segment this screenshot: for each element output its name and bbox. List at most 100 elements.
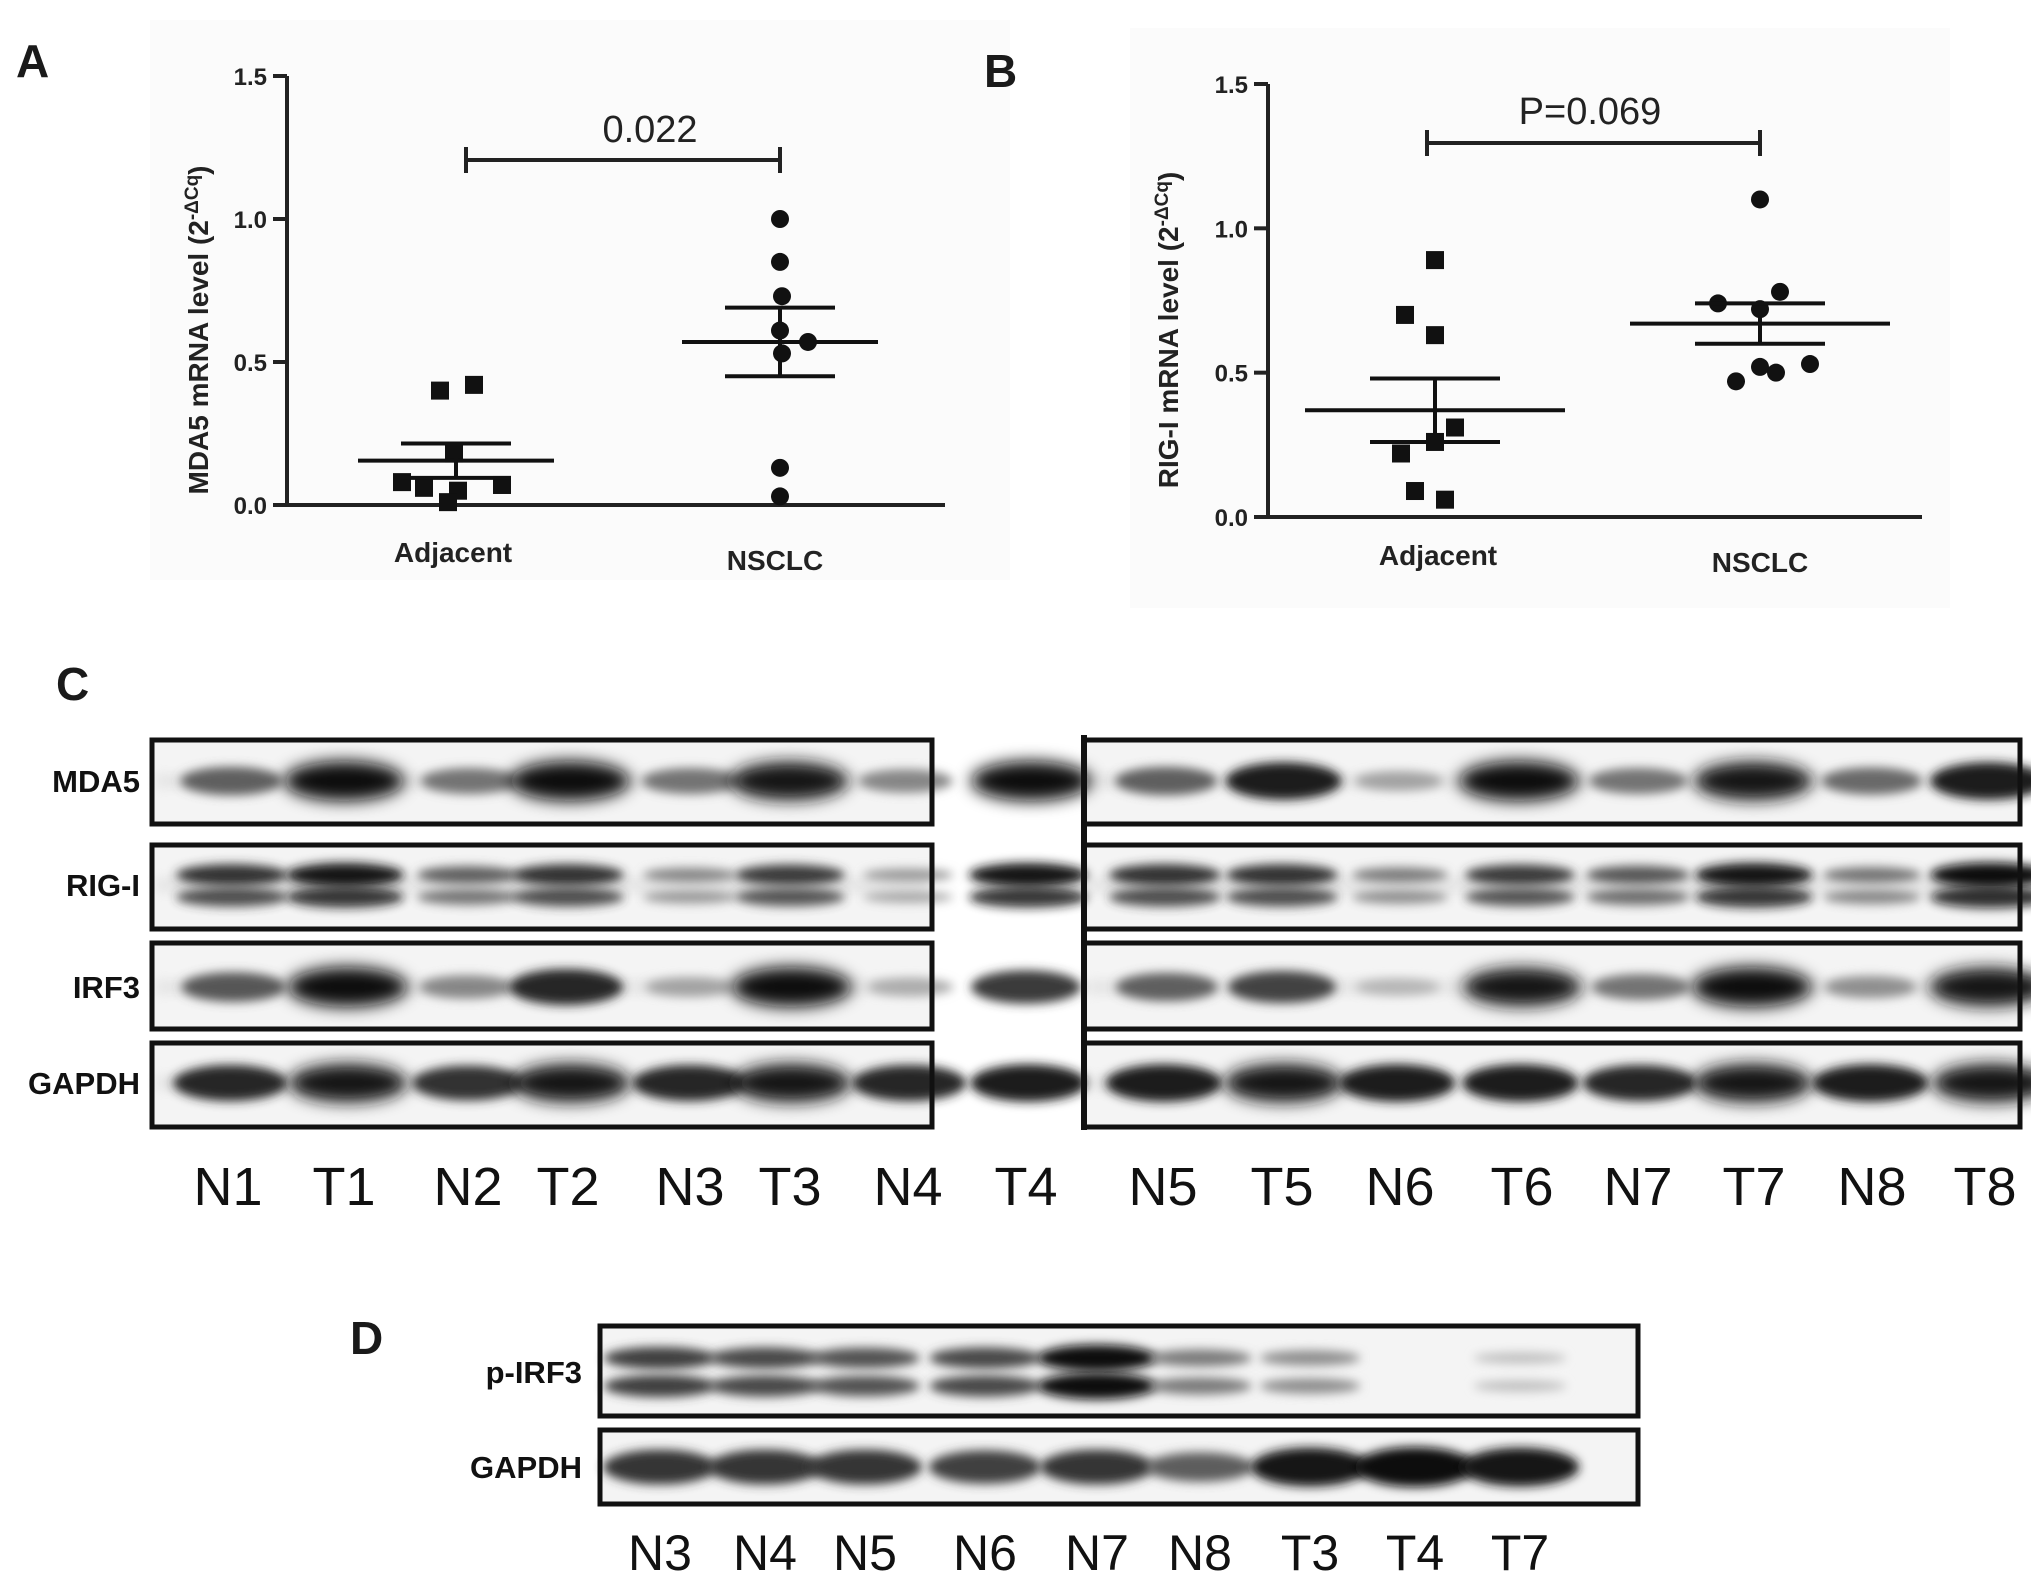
blot-c-band-lower [1586, 888, 1690, 906]
blot-d-band-lower [1148, 1377, 1252, 1395]
blot-c-band [1462, 1064, 1579, 1102]
blot-c-band-upper [512, 864, 624, 886]
blot-c-lane-label: N6 [1365, 1157, 1434, 1217]
blot-c-band [287, 967, 408, 1007]
chart-b-significance-bracket: P=0.069 [1425, 91, 1762, 156]
blot-c-row-label: MDA5 [52, 764, 140, 799]
blot-c-lane-label: N5 [1128, 1157, 1197, 1217]
blot-c-band-upper [735, 864, 845, 886]
blot-c-band [1105, 1064, 1222, 1102]
blot-c-lane-label: N3 [655, 1157, 724, 1217]
blot-c-band [1355, 978, 1440, 996]
blot-d-band [1250, 1447, 1370, 1487]
blot-d-band-lower [1037, 1372, 1157, 1400]
blot-c-row-label: GAPDH [28, 1066, 140, 1101]
blot-c-band-lower [417, 889, 519, 905]
blot-c-band-upper [1930, 862, 2031, 888]
chart-a-y-axis-title: MDA5 mRNA level (2-ΔCq) [182, 165, 214, 494]
chart-a-y-axis-title-sup: -ΔCq [182, 175, 203, 220]
chart-b-data-point-circle [1771, 282, 1789, 301]
panel-a-background [150, 20, 1010, 580]
panel-letter-a: A [16, 35, 49, 87]
chart-a-ytick-label: 0.0 [234, 493, 267, 520]
blot-d-row-label: GAPDH [470, 1450, 582, 1485]
chart-a-series-nsclc [682, 210, 878, 506]
blot-d-lane-label: N8 [1168, 1525, 1232, 1579]
blot-d-lane-label: N5 [833, 1525, 897, 1579]
blot-d-band-upper [603, 1346, 717, 1370]
blot-d-membrane [600, 1326, 1638, 1416]
chart-b-series-adjacent [1305, 251, 1565, 509]
blot-c-band-lower [286, 886, 404, 908]
blot-d-band-lower [603, 1374, 717, 1398]
blot-c-band [1463, 967, 1582, 1007]
blot-c-lane-label: T2 [536, 1157, 599, 1217]
chart-a-data-point-square [415, 478, 433, 497]
blot-d-row-label: p-IRF3 [486, 1355, 582, 1390]
blot-c-band [1354, 771, 1443, 791]
blot-c-lane-label: T8 [1953, 1157, 2016, 1217]
blot-c-lane-label: T4 [994, 1157, 1057, 1217]
blot-c-band [970, 970, 1081, 1004]
blot-d-band-upper [1473, 1352, 1567, 1364]
blot-c-band [1824, 976, 1917, 998]
chart-a-y-axis-title-main: MDA5 mRNA level (2 [183, 220, 214, 494]
blot-d-lane-label: N7 [1065, 1525, 1129, 1579]
chart-a-significance-bracket: 0.022 [464, 109, 782, 173]
blot-c-band [970, 761, 1091, 801]
chart-b-category-label-adjacent: Adjacent [1379, 540, 1497, 571]
blot-c-band-upper [1352, 867, 1448, 883]
blot-d-band [603, 1449, 717, 1485]
chart-b-axes [1266, 84, 1922, 519]
chart-a-ytick-label: 1.5 [234, 64, 267, 91]
blot-c-band-upper [1695, 862, 1813, 888]
chart-a-data-point-circle [771, 210, 789, 228]
chart-a-data-point-circle [773, 287, 791, 306]
blot-c-band [1458, 761, 1579, 801]
blot-c-band-lower [512, 887, 624, 907]
blot-c-band [731, 967, 852, 1007]
chart-a-category-label-nsclc: NSCLC [727, 545, 823, 576]
blot-d-band-lower [709, 1375, 821, 1397]
blot-c-lane-label: T6 [1490, 1157, 1553, 1217]
blot-c-band [173, 1064, 288, 1102]
blot-c-band-upper [417, 866, 519, 884]
chart-a-ytick-label: 0.5 [234, 350, 267, 377]
chart-a-category-label-adjacent: Adjacent [394, 537, 512, 568]
blot-c-band [730, 761, 849, 801]
panel-letter-c: C [56, 658, 89, 710]
chart-b-rig-i-mrna: 0.0 0.5 1.0 1.5 RIG-I mRNA level (2-ΔCq) Ad… [1152, 72, 1922, 578]
blot-d-band [928, 1450, 1042, 1484]
blot-c-row-label: RIG-I [66, 868, 140, 903]
blot-c-band [1339, 1064, 1456, 1102]
blot-c-band [645, 977, 734, 997]
chart-b-data-point-circle [1767, 363, 1785, 382]
chart-b-data-point-square [1436, 490, 1454, 509]
blot-d-lane-labels: N3 N4 N5 N6 N7 N8 T3 T4 T7 [628, 1525, 1549, 1579]
chart-a-series-adjacent [358, 375, 554, 512]
chart-a-data-point-circle [771, 487, 789, 506]
blot-c-band [852, 1064, 967, 1102]
blot-d-band [1355, 1447, 1475, 1487]
blot-c-band-lower [1352, 890, 1448, 904]
blot-c-row-mda5: MDA5 [52, 737, 2031, 827]
blot-c-band-lower [1226, 887, 1338, 907]
blot-d-band-lower [1259, 1378, 1361, 1394]
blot-c-band-lower [735, 887, 845, 907]
panel-letter-d: D [350, 1312, 383, 1364]
chart-b-ytick-label: 1.0 [1215, 216, 1248, 243]
blot-c-row-irf3: IRF3 [73, 940, 2031, 1032]
blot-c-band [288, 1063, 407, 1103]
blot-d-frame [597, 1427, 1641, 1507]
blot-d-band-upper [709, 1347, 821, 1369]
blot-c-band-lower [1465, 887, 1575, 907]
blot-c-band-lower [176, 887, 288, 907]
chart-b-y-ticks: 0.0 0.5 1.0 1.5 [1215, 72, 1268, 532]
blot-d-band-upper [929, 1347, 1041, 1369]
blot-c-band [1930, 762, 2031, 800]
blot-d-band [708, 1449, 822, 1485]
chart-b-y-axis-title: RIG-I mRNA level (2-ΔCq) [1152, 172, 1184, 489]
chart-b-series-nsclc [1630, 190, 1890, 391]
chart-b-data-point-square [1446, 418, 1464, 437]
blot-c-row-gapdh: GAPDH [28, 1040, 2031, 1130]
